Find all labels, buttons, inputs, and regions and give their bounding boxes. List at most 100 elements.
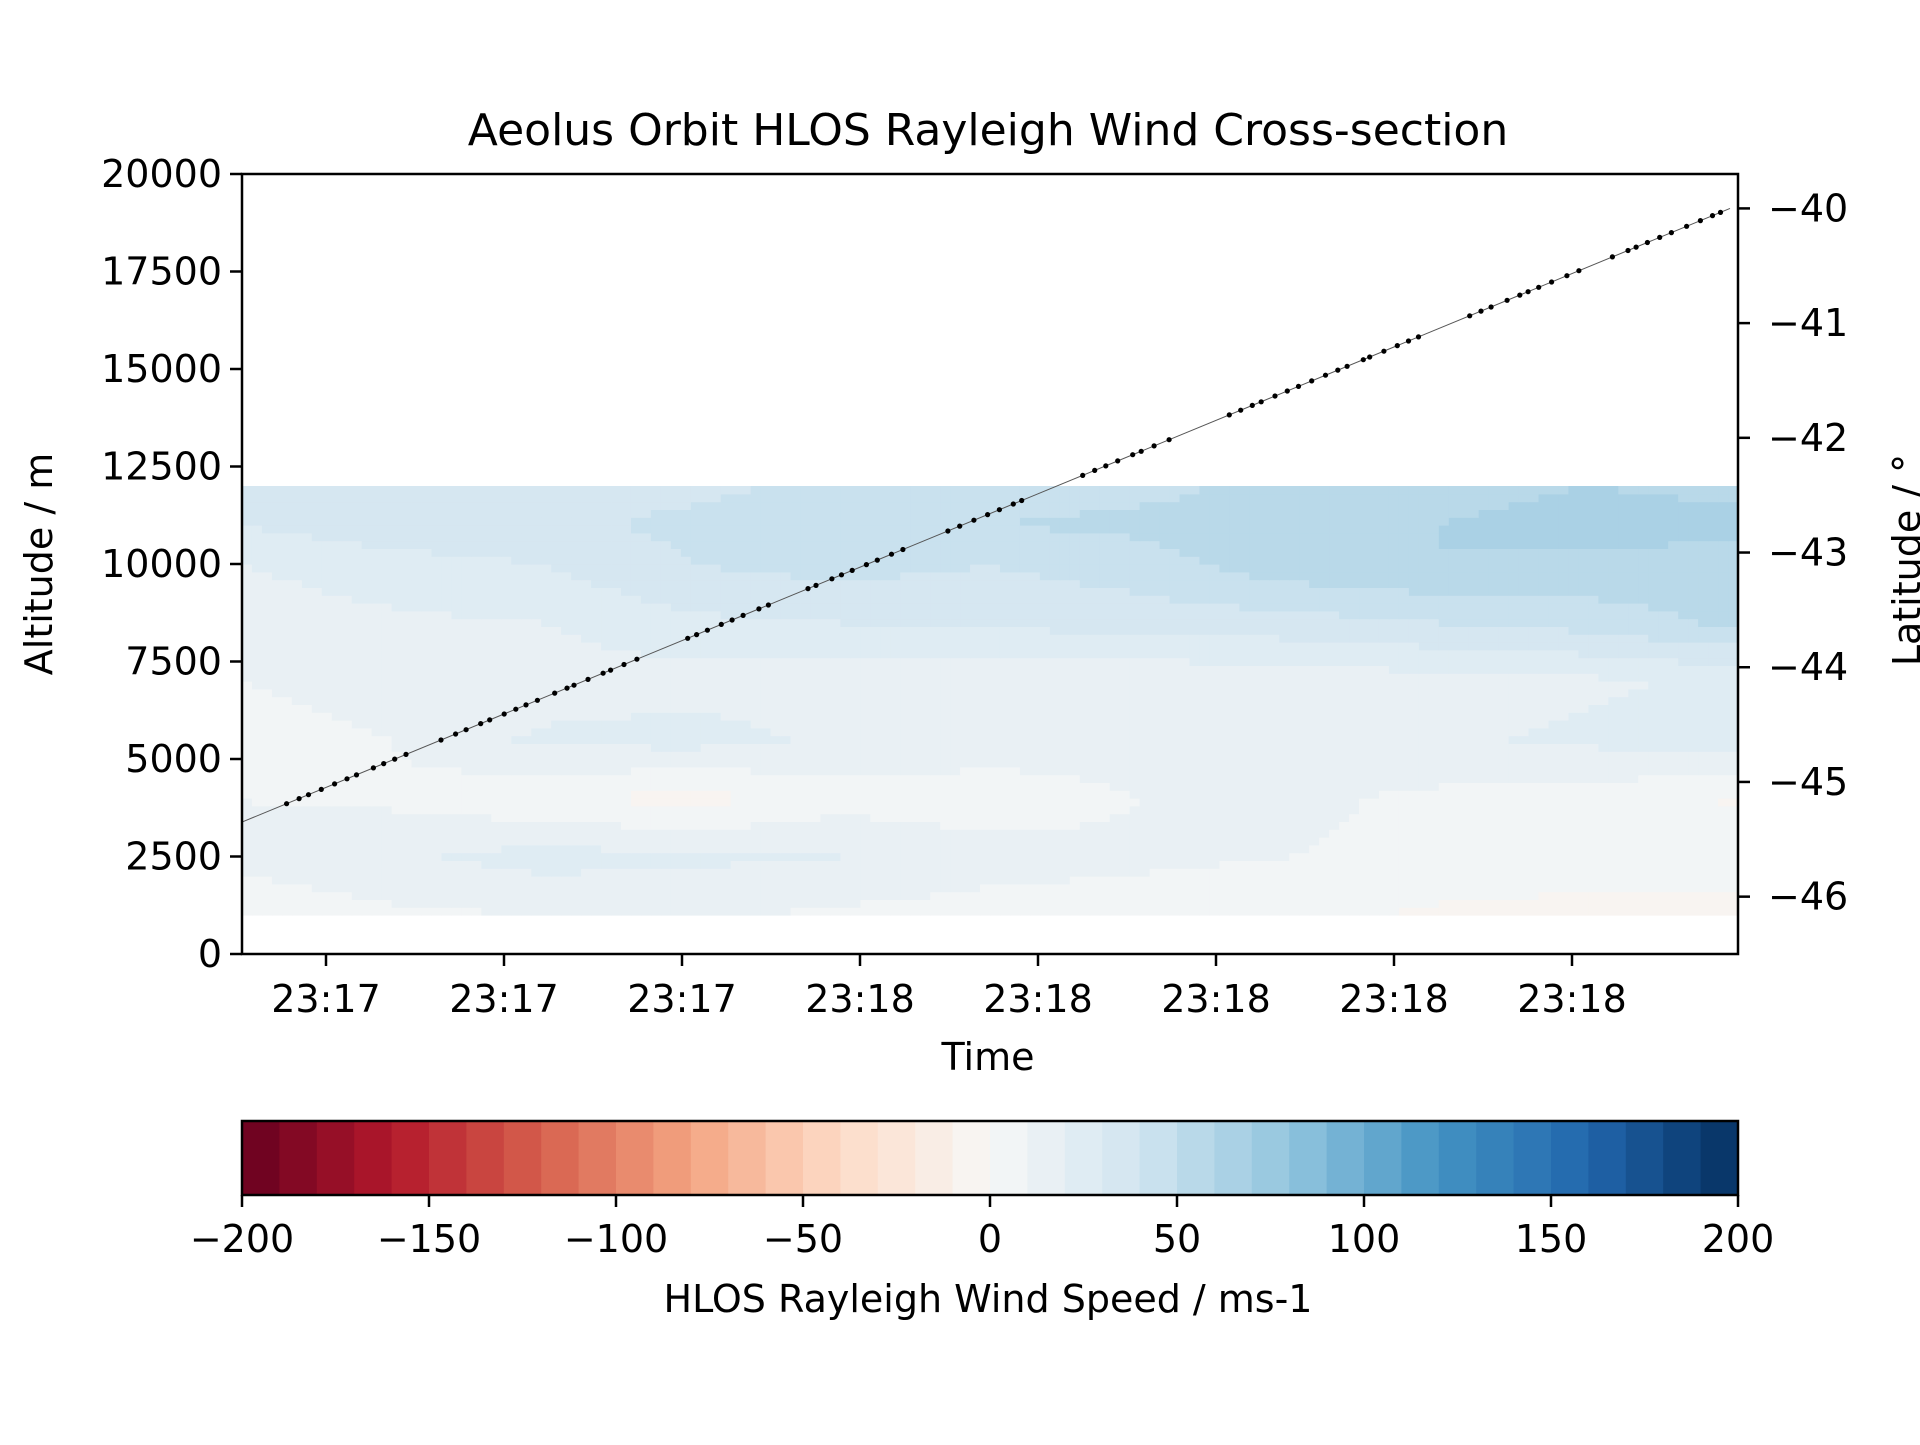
contour-cell <box>401 790 413 799</box>
contour-cell <box>1728 852 1739 861</box>
contour-cell <box>441 704 453 713</box>
contour-cell <box>1558 860 1570 869</box>
contour-cell <box>980 821 991 830</box>
contour-cell <box>1448 852 1460 861</box>
contour-cell <box>611 743 622 752</box>
contour-cell <box>1668 704 1679 713</box>
contour-cell <box>311 907 323 916</box>
contour-cell <box>1359 837 1370 846</box>
contour-cell <box>521 821 532 830</box>
contour-cell <box>1039 891 1051 900</box>
contour-cell <box>421 813 433 822</box>
contour-cell <box>660 844 672 854</box>
contour-cell <box>1388 844 1400 854</box>
contour-cell <box>1009 657 1021 666</box>
contour-cell <box>710 899 722 908</box>
contour-cell <box>391 657 403 666</box>
contour-cell <box>770 657 782 666</box>
contour-cell <box>601 782 612 791</box>
contour-cell <box>1239 829 1250 838</box>
contour-cell <box>1558 837 1570 846</box>
contour-cell <box>601 852 612 861</box>
contour-cell <box>1528 759 1540 768</box>
contour-cell <box>870 720 881 729</box>
contour-cell <box>401 665 413 674</box>
contour-cell <box>1628 837 1639 846</box>
contour-cell <box>830 868 841 877</box>
contour-cell <box>650 860 662 869</box>
contour-cell <box>281 805 293 815</box>
contour-cell <box>1199 821 1211 830</box>
contour-cell <box>1518 704 1530 713</box>
contour-cell <box>491 720 502 729</box>
contour-cell <box>481 735 492 744</box>
contour-cell <box>1458 751 1470 760</box>
contour-cell <box>1259 720 1270 729</box>
contour-cell <box>1548 860 1560 869</box>
contour-cell <box>421 727 433 737</box>
contour-cell <box>261 805 273 815</box>
contour-cell <box>591 649 602 659</box>
contour-cell <box>1019 766 1031 776</box>
contour-cell <box>1418 681 1430 690</box>
contour-cell <box>1229 891 1240 900</box>
contour-cell <box>551 829 562 838</box>
contour-cell <box>700 907 712 916</box>
contour-cell <box>830 876 841 885</box>
contour-cell <box>910 829 921 838</box>
contour-cell <box>311 790 323 799</box>
contour-cell <box>1468 821 1480 830</box>
contour-cell <box>1558 907 1570 916</box>
contour-cell <box>1528 829 1540 838</box>
contour-cell <box>1398 798 1410 807</box>
contour-cell <box>620 844 632 854</box>
contour-cell <box>690 727 702 737</box>
contour-cell <box>321 759 333 768</box>
contour-cell <box>1039 907 1051 916</box>
contour-cell <box>810 798 822 807</box>
contour-cell <box>381 821 393 830</box>
contour-cell <box>800 735 812 744</box>
contour-cell <box>930 735 941 744</box>
contour-cell <box>1638 852 1649 861</box>
contour-cell <box>381 899 393 908</box>
contour-cell <box>1498 813 1510 822</box>
contour-cell <box>1568 907 1580 916</box>
contour-cell <box>950 712 961 721</box>
contour-cell <box>1139 813 1151 822</box>
contour-cell <box>710 735 722 744</box>
contour-cell <box>1059 899 1071 908</box>
contour-cell <box>620 907 632 916</box>
contour-cell <box>650 712 662 721</box>
contour-cell <box>980 829 991 838</box>
contour-cell <box>1698 876 1709 885</box>
contour-cell <box>321 829 333 838</box>
contour-cell <box>531 891 542 900</box>
contour-cell <box>381 876 393 885</box>
contour-cell <box>551 720 562 729</box>
contour-cell <box>1598 681 1609 690</box>
contour-cell <box>1029 720 1041 729</box>
contour-cell <box>471 907 482 916</box>
contour-cell <box>411 766 423 776</box>
contour-cell <box>1119 805 1131 815</box>
contour-cell <box>1179 852 1191 861</box>
contour-cell <box>1229 782 1240 791</box>
contour-cell <box>541 688 552 698</box>
contour-cell <box>1558 720 1570 729</box>
contour-cell <box>1678 696 1689 705</box>
contour-cell <box>301 649 313 659</box>
contour-cell <box>1488 696 1500 705</box>
contour-cell <box>1139 720 1151 729</box>
contour-cell <box>1169 774 1181 783</box>
contour-cell <box>1468 704 1480 713</box>
contour-cell <box>870 782 881 791</box>
contour-cell <box>361 868 373 877</box>
contour-cell <box>361 821 373 830</box>
contour-cell <box>1398 720 1410 729</box>
contour-cell <box>810 673 822 682</box>
contour-cell <box>1638 782 1649 791</box>
contour-cell <box>1368 899 1380 908</box>
contour-cell <box>630 766 642 776</box>
contour-cell <box>810 759 822 768</box>
